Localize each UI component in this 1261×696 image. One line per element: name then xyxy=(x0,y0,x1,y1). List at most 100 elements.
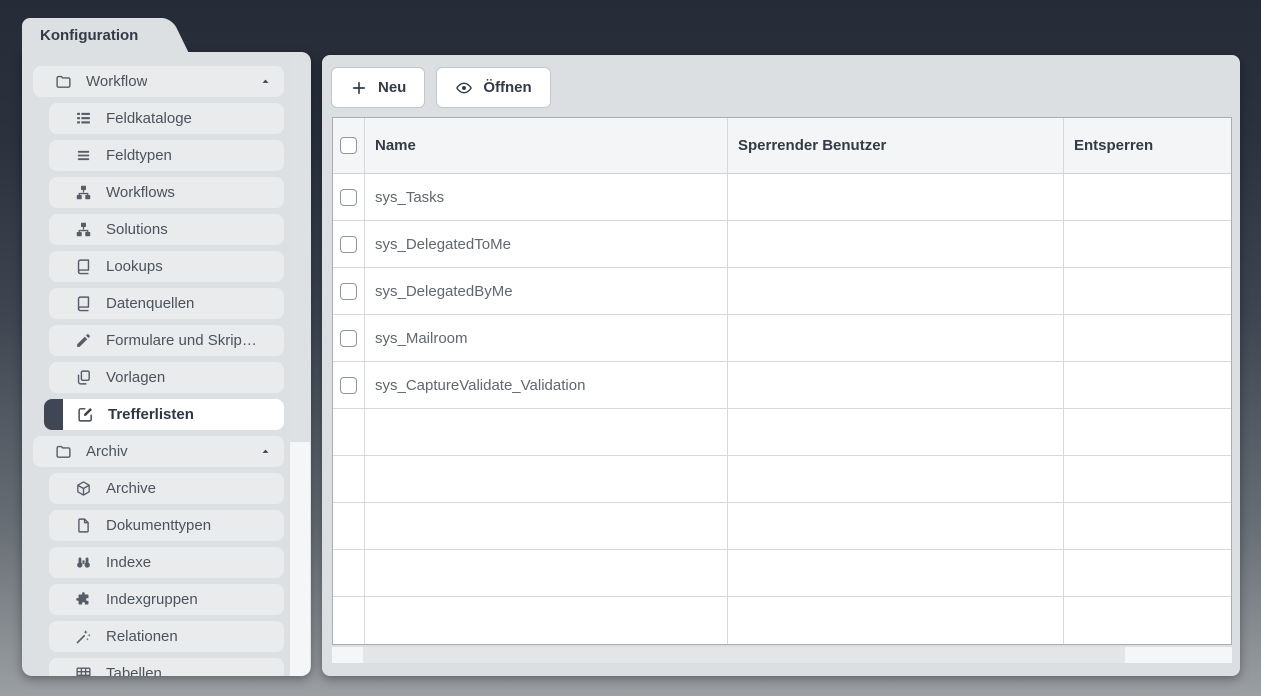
cell-sperrender-benutzer xyxy=(727,550,1063,596)
cell-sperrender-benutzer xyxy=(727,268,1063,314)
sidebar-item-lookups[interactable]: Lookups xyxy=(49,251,284,282)
row-checkbox-cell xyxy=(333,174,364,220)
sidebar-item-trefferlisten[interactable]: Trefferlisten xyxy=(44,399,284,430)
table-body: sys_Tasks sys_DelegatedToMe sys_DelegatedB… xyxy=(333,174,1231,644)
cell-entsperren xyxy=(1063,174,1231,220)
neu-button-label: Neu xyxy=(378,79,407,96)
sidebar-item-feldtypen[interactable]: Feldtypen xyxy=(49,140,284,171)
sidebar-item-label: Relationen xyxy=(106,628,178,645)
sidebar-scrollbar-thumb[interactable] xyxy=(290,52,310,442)
row-checkbox[interactable] xyxy=(340,376,357,394)
cell-sperrender-benutzer xyxy=(727,174,1063,220)
sidebar-item-label: Feldtypen xyxy=(106,147,172,164)
cell-entsperren xyxy=(1063,268,1231,314)
table-row[interactable]: sys_DelegatedByMe xyxy=(333,268,1231,315)
neu-button[interactable]: Neu xyxy=(331,67,426,108)
cell-sperrender-benutzer xyxy=(727,456,1063,502)
cell-entsperren xyxy=(1063,315,1231,361)
sidebar-item-label: Workflows xyxy=(106,184,175,201)
sitemap-icon xyxy=(75,184,92,201)
cell-entsperren xyxy=(1063,597,1231,644)
row-checkbox[interactable] xyxy=(340,188,357,206)
cell-name xyxy=(364,503,727,549)
sidebar-item-workflow[interactable]: Workflow xyxy=(33,66,284,97)
sidebar-item-indexe[interactable]: Indexe xyxy=(49,547,284,578)
cell-name: sys_Tasks xyxy=(364,174,727,220)
sidebar-item-label: Datenquellen xyxy=(106,295,195,312)
sidebar-item-label: Archive xyxy=(106,480,157,497)
toolbar: Neu Öffnen xyxy=(322,55,1240,117)
sidebar-item-vorlagen[interactable]: Vorlagen xyxy=(49,362,284,393)
row-checkbox-cell xyxy=(333,456,364,502)
sidebar-item-label: Workflow xyxy=(86,73,148,90)
row-checkbox-cell xyxy=(333,221,364,267)
table-row[interactable]: sys_Mailroom xyxy=(333,315,1231,362)
list-icon xyxy=(75,110,92,127)
sidebar-item-label: Dokumenttypen xyxy=(106,517,212,534)
row-checkbox[interactable] xyxy=(340,282,357,300)
sidebar-item-dokumenttypen[interactable]: Dokumenttypen xyxy=(49,510,284,541)
folder-icon xyxy=(55,443,72,460)
cell-name xyxy=(364,456,727,502)
cell-name: sys_DelegatedByMe xyxy=(364,268,727,314)
cell-entsperren xyxy=(1063,221,1231,267)
row-checkbox-cell xyxy=(333,503,364,549)
select-all-checkbox[interactable] xyxy=(340,137,357,154)
tab-label: Konfiguration xyxy=(40,26,139,44)
copy-icon xyxy=(75,369,92,386)
sidebar-item-label: Archiv xyxy=(86,443,128,460)
row-checkbox[interactable] xyxy=(340,235,357,253)
sidebar-item-workflows[interactable]: Workflows xyxy=(49,177,284,208)
sidebar-item-archiv[interactable]: Archiv xyxy=(33,436,284,467)
sidebar-item-label: Formulare und Skrip… xyxy=(106,332,257,349)
sidebar-item-archive[interactable]: Archive xyxy=(49,473,284,504)
sidebar-item-feldkataloge[interactable]: Feldkataloge xyxy=(49,103,284,134)
sidebar-item-list: Workflow Feldkataloge Feldtypen Workflows So… xyxy=(22,52,311,676)
sidebar-item-relationen[interactable]: Relationen xyxy=(49,621,284,652)
table-row-empty[interactable] xyxy=(333,597,1231,644)
table-row-empty[interactable] xyxy=(333,456,1231,503)
row-checkbox[interactable] xyxy=(340,329,357,347)
table-row-empty[interactable] xyxy=(333,503,1231,550)
horizontal-scrollbar-thumb[interactable] xyxy=(363,647,1125,663)
column-header-name[interactable]: Name xyxy=(364,118,727,173)
cell-name xyxy=(364,550,727,596)
sidebar-item-formulare-und-skrip[interactable]: Formulare und Skrip… xyxy=(49,325,284,356)
cell-entsperren xyxy=(1063,503,1231,549)
selected-item-marker xyxy=(44,399,63,430)
cell-name: sys_CaptureValidate_Validation xyxy=(364,362,727,408)
cell-sperrender-benutzer xyxy=(727,503,1063,549)
lines-icon xyxy=(75,147,92,164)
sidebar-item-indexgruppen[interactable]: Indexgruppen xyxy=(49,584,284,615)
table-row[interactable]: sys_DelegatedToMe xyxy=(333,221,1231,268)
oeffnen-button[interactable]: Öffnen xyxy=(436,67,551,108)
cell-name xyxy=(364,597,727,644)
table-row-empty[interactable] xyxy=(333,550,1231,597)
row-checkbox-cell xyxy=(333,550,364,596)
edit-icon xyxy=(77,406,94,423)
sidebar-item-label: Indexe xyxy=(106,554,152,571)
row-checkbox-cell xyxy=(333,597,364,644)
table-row-empty[interactable] xyxy=(333,409,1231,456)
tab-konfiguration[interactable]: Konfiguration xyxy=(22,18,156,52)
table-row[interactable]: sys_CaptureValidate_Validation xyxy=(333,362,1231,409)
main-panel: Neu Öffnen Name Sperrender Benutzer Ents… xyxy=(322,55,1240,676)
cell-entsperren xyxy=(1063,456,1231,502)
oeffnen-button-label: Öffnen xyxy=(483,79,532,96)
column-header-entsperren[interactable]: Entsperren xyxy=(1063,118,1231,173)
plus-icon xyxy=(350,79,368,97)
table-row[interactable]: sys_Tasks xyxy=(333,174,1231,221)
trefferlisten-table: Name Sperrender Benutzer Entsperren sys_… xyxy=(332,117,1232,645)
sidebar-scrollbar[interactable] xyxy=(290,52,310,676)
horizontal-scrollbar[interactable] xyxy=(332,647,1232,663)
sidebar-item-label: Feldkataloge xyxy=(106,110,192,127)
column-header-sperrender-benutzer[interactable]: Sperrender Benutzer xyxy=(727,118,1063,173)
chevron-up-icon xyxy=(259,75,272,88)
sidebar-item-label: Indexgruppen xyxy=(106,591,198,608)
cell-sperrender-benutzer xyxy=(727,315,1063,361)
sidebar-item-datenquellen[interactable]: Datenquellen xyxy=(49,288,284,319)
sidebar-item-tabellen[interactable]: Tabellen xyxy=(49,658,284,676)
sidebar-item-solutions[interactable]: Solutions xyxy=(49,214,284,245)
cell-sperrender-benutzer xyxy=(727,221,1063,267)
cell-name: sys_DelegatedToMe xyxy=(364,221,727,267)
